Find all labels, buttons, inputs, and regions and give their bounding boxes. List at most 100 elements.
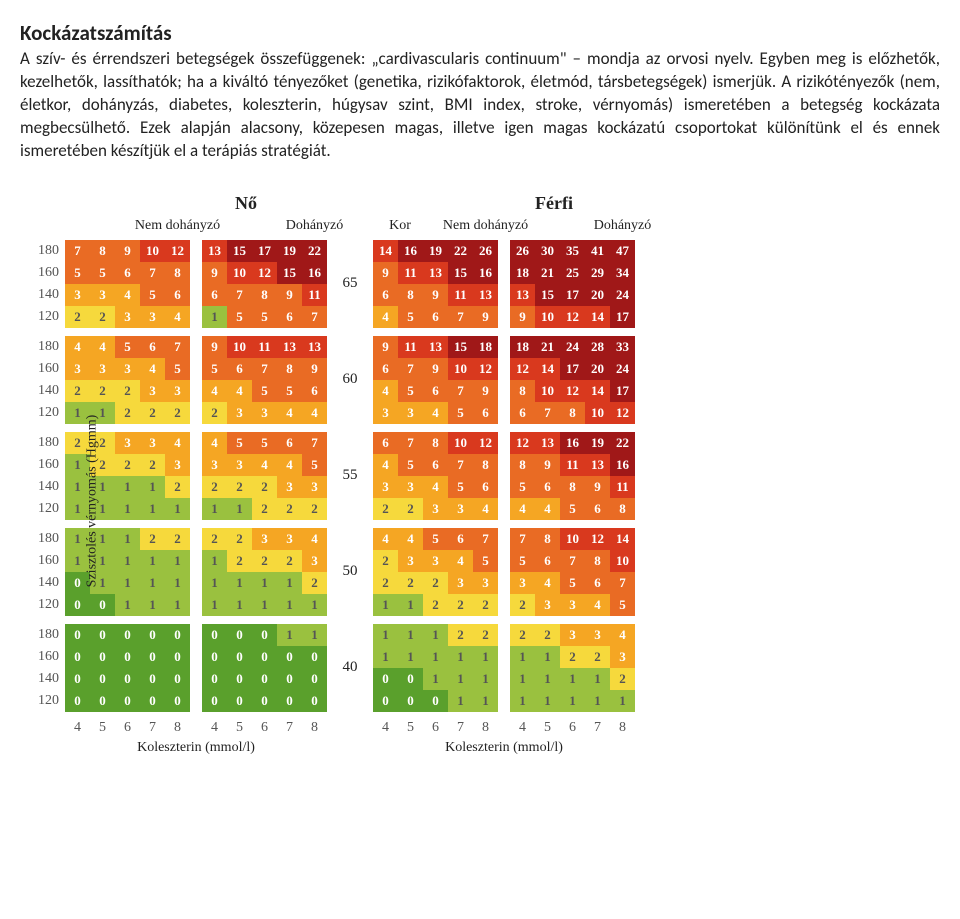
- risk-cell: 14: [373, 240, 398, 262]
- risk-cell: 21: [535, 262, 560, 284]
- risk-cell: 3: [373, 402, 398, 424]
- risk-cell: 0: [115, 690, 140, 712]
- age-block-50: 1801601401201112211111011110011122334122…: [20, 528, 940, 616]
- risk-cell: 29: [585, 262, 610, 284]
- sbp-labels: 180160140120: [20, 240, 65, 328]
- risk-cell: 2: [115, 402, 140, 424]
- risk-cell: 22: [302, 240, 327, 262]
- risk-cell: 9: [423, 284, 448, 306]
- risk-cell: 15: [448, 336, 473, 358]
- risk-cell: 9: [473, 380, 498, 402]
- x-tick: 6: [115, 720, 140, 736]
- risk-cell: 1: [277, 624, 302, 646]
- risk-cell: 7: [448, 380, 473, 402]
- risk-cell: 0: [302, 690, 327, 712]
- gender-header-row: Nő Férfi: [115, 193, 940, 214]
- risk-cell: 1: [510, 646, 535, 668]
- x-tick: 7: [585, 720, 610, 736]
- grid-m-ns-55: 6781012456783345622334: [373, 432, 498, 520]
- risk-cell: 3: [277, 476, 302, 498]
- risk-cell: 0: [398, 690, 423, 712]
- risk-cell: 16: [398, 240, 423, 262]
- risk-cell: 17: [560, 358, 585, 380]
- risk-cell: 13: [510, 284, 535, 306]
- risk-cell: 1: [448, 690, 473, 712]
- risk-cell: 6: [202, 284, 227, 306]
- risk-cell: 3: [398, 402, 423, 424]
- risk-cell: 10: [535, 306, 560, 328]
- risk-cell: 8: [610, 498, 635, 520]
- risk-cell: 0: [90, 668, 115, 690]
- risk-cell: 16: [302, 262, 327, 284]
- risk-cell: 4: [448, 550, 473, 572]
- risk-cell: 20: [585, 358, 610, 380]
- x-tick: 7: [448, 720, 473, 736]
- risk-cell: 12: [165, 240, 190, 262]
- risk-cell: 15: [535, 284, 560, 306]
- risk-cell: 1: [423, 668, 448, 690]
- risk-cell: 1: [423, 624, 448, 646]
- risk-cell: 2: [202, 476, 227, 498]
- risk-cell: 5: [115, 336, 140, 358]
- risk-cell: 1: [510, 668, 535, 690]
- risk-cell: 0: [90, 594, 115, 616]
- risk-cell: 12: [252, 262, 277, 284]
- risk-cell: 5: [252, 432, 277, 454]
- risk-cell: 47: [610, 240, 635, 262]
- risk-cell: 7: [448, 306, 473, 328]
- intro-paragraph: A szív- és érrendszeri betegségek összef…: [20, 48, 940, 163]
- risk-cell: 0: [302, 646, 327, 668]
- risk-cell: 7: [610, 572, 635, 594]
- risk-cell: 0: [140, 668, 165, 690]
- risk-cell: 1: [115, 498, 140, 520]
- risk-cell: 1: [140, 476, 165, 498]
- risk-cell: 6: [535, 550, 560, 572]
- grid-f-ns-60: 44567333452223311222: [65, 336, 190, 424]
- risk-cell: 2: [165, 402, 190, 424]
- risk-cell: 1: [115, 594, 140, 616]
- risk-cell: 13: [202, 240, 227, 262]
- risk-cell: 5: [65, 262, 90, 284]
- x-tick: 4: [373, 720, 398, 736]
- x-tick: 4: [202, 720, 227, 736]
- x-tick: 8: [302, 720, 327, 736]
- risk-cell: 5: [473, 550, 498, 572]
- risk-cell: 1: [448, 646, 473, 668]
- risk-cell: 3: [473, 572, 498, 594]
- risk-cell: 4: [252, 454, 277, 476]
- risk-cell: 0: [277, 690, 302, 712]
- risk-cell: 0: [65, 690, 90, 712]
- risk-cell: 1: [202, 550, 227, 572]
- risk-cell: 4: [398, 528, 423, 550]
- risk-cell: 8: [473, 454, 498, 476]
- risk-cell: 9: [510, 306, 535, 328]
- smoke-h-3: Dohányzó: [560, 218, 685, 234]
- risk-cell: 10: [227, 262, 252, 284]
- risk-cell: 12: [473, 358, 498, 380]
- age-block-65: 1801601401207891012556783345622334131517…: [20, 240, 940, 328]
- risk-cell: 4: [165, 306, 190, 328]
- risk-cell: 2: [65, 306, 90, 328]
- risk-cell: 2: [65, 380, 90, 402]
- risk-cell: 0: [277, 646, 302, 668]
- risk-cell: 3: [140, 432, 165, 454]
- risk-cell: 0: [165, 668, 190, 690]
- risk-cell: 2: [398, 498, 423, 520]
- risk-cell: 5: [252, 306, 277, 328]
- risk-cell: 3: [252, 528, 277, 550]
- x-tick: 6: [560, 720, 585, 736]
- risk-cell: 2: [473, 594, 498, 616]
- risk-cell: 2: [473, 624, 498, 646]
- risk-cell: 0: [227, 690, 252, 712]
- sbp-labels: 180160140120: [20, 336, 65, 424]
- risk-cell: 22: [448, 240, 473, 262]
- risk-cell: 1: [165, 498, 190, 520]
- risk-cell: 1: [140, 550, 165, 572]
- risk-cell: 16: [560, 432, 585, 454]
- risk-cell: 11: [448, 284, 473, 306]
- risk-cell: 6: [585, 572, 610, 594]
- risk-cell: 4: [90, 336, 115, 358]
- risk-cell: 11: [398, 336, 423, 358]
- risk-cell: 0: [373, 668, 398, 690]
- risk-cell: 24: [610, 358, 635, 380]
